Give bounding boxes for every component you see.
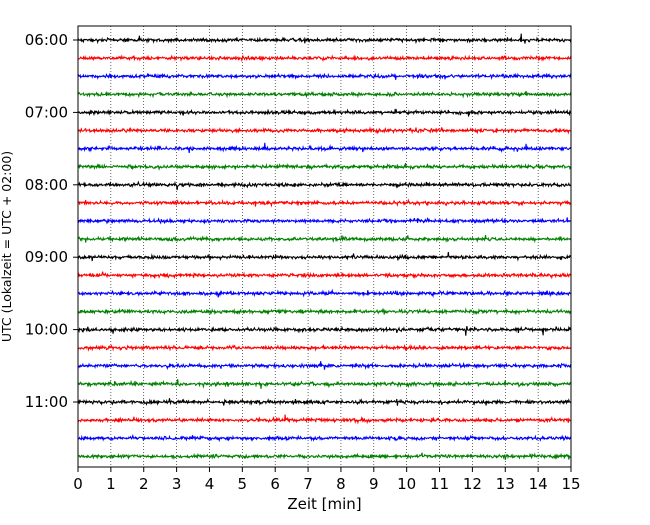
x-tick-label-4: 4 (205, 475, 215, 493)
x-tick-label-5: 5 (238, 475, 248, 493)
trace-1100 (77, 397, 572, 406)
trace-0600 (77, 33, 572, 45)
x-tick-label-11: 11 (430, 475, 449, 493)
y-tick-label-0900: 09:00 (25, 248, 68, 266)
trace-1130 (77, 434, 572, 443)
x-tick-label-9: 9 (369, 475, 379, 493)
y-axis-label: UTC (Lokalzeit = UTC + 02:00) (0, 151, 14, 342)
x-tick-label-7: 7 (303, 475, 313, 493)
y-tick-label-1100: 11:00 (25, 393, 68, 411)
trace-1000 (77, 325, 572, 336)
trace-0830 (77, 216, 572, 225)
x-axis-label: Zeit [min] (287, 495, 361, 513)
trace-0730 (77, 142, 572, 154)
x-tick-label-8: 8 (336, 475, 346, 493)
x-tick-label-13: 13 (496, 475, 515, 493)
x-tick-label-14: 14 (529, 475, 548, 493)
y-tick-label-0800: 08:00 (25, 176, 68, 194)
x-tick-label-1: 1 (106, 475, 116, 493)
trace-0845 (77, 234, 572, 244)
trace-0900 (77, 251, 572, 262)
x-tick-label-3: 3 (172, 475, 182, 493)
trace-0700 (77, 108, 572, 117)
trace-0800 (77, 180, 572, 191)
trace-0715 (77, 126, 572, 135)
trace-0930 (77, 288, 572, 298)
trace-1115 (77, 414, 572, 425)
trace-1145 (77, 452, 572, 460)
y-tick-label-1000: 10:00 (25, 321, 68, 339)
trace-1045 (77, 379, 572, 389)
x-tick-label-6: 6 (270, 475, 280, 493)
trace-0645 (77, 90, 572, 99)
trace-1030 (77, 361, 572, 371)
x-tick-label-15: 15 (561, 475, 580, 493)
x-tick-label-12: 12 (463, 475, 482, 493)
y-tick-label-0600: 06:00 (25, 31, 68, 49)
grid-lines (110, 26, 539, 467)
trace-lines (77, 33, 572, 460)
x-tick-label-0: 0 (73, 475, 83, 493)
x-tick-label-10: 10 (397, 475, 416, 493)
trace-0630 (77, 72, 572, 80)
trace-0915 (77, 271, 572, 280)
trace-0815 (77, 198, 572, 208)
x-axis-ticks: 0 1 2 3 4 5 6 7 8 9 10 11 12 13 14 15 (73, 467, 581, 493)
trace-0945 (77, 307, 572, 316)
y-tick-label-0700: 07:00 (25, 103, 68, 121)
x-tick-label-2: 2 (139, 475, 149, 493)
trace-1015 (77, 343, 572, 352)
y-axis-ticks: 06:00 07:00 08:00 09:00 10:00 11:00 (25, 31, 78, 411)
trace-0615 (77, 54, 572, 63)
plot-frame (77, 25, 572, 468)
trace-0745 (77, 162, 572, 171)
